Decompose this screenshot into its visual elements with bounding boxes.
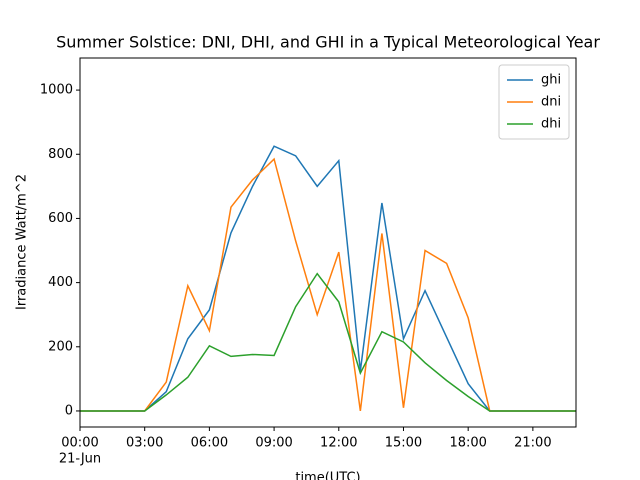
line-series xyxy=(80,145,576,412)
legend-box xyxy=(498,64,570,140)
x-tick-label: 06:00 xyxy=(191,436,228,451)
x-axis-label: time(UTC) xyxy=(295,471,360,480)
x-tick-label: 12:00 xyxy=(320,436,357,451)
x-tick-sublabel: 21-Jun xyxy=(59,452,101,467)
x-tick-label: 03:00 xyxy=(126,436,163,451)
legend-label: dni xyxy=(541,95,561,110)
y-tick-label: 800 xyxy=(48,147,73,162)
chart-title: Summer Solstice: DNI, DHI, and GHI in a … xyxy=(56,33,600,52)
y-tick-label: 1000 xyxy=(40,83,73,98)
y-tick-label: 600 xyxy=(48,211,73,226)
x-tick-label: 18:00 xyxy=(449,436,486,451)
legend-label: ghi xyxy=(541,73,561,88)
x-tick-label: 21:00 xyxy=(514,436,551,451)
y-tick-label: 0 xyxy=(65,403,73,418)
plot-frame xyxy=(79,57,577,428)
line-series xyxy=(80,157,576,412)
y-tick-label: 200 xyxy=(48,339,73,354)
legend-label: dhi xyxy=(541,117,561,132)
x-tick-label: 00:00 xyxy=(61,436,98,451)
line-series xyxy=(80,272,576,412)
x-tick-label: 15:00 xyxy=(385,436,422,451)
x-tick-label: 09:00 xyxy=(255,436,292,451)
y-axis-label: Irradiance Watt/m^2 xyxy=(15,174,30,310)
y-tick-label: 400 xyxy=(48,275,73,290)
